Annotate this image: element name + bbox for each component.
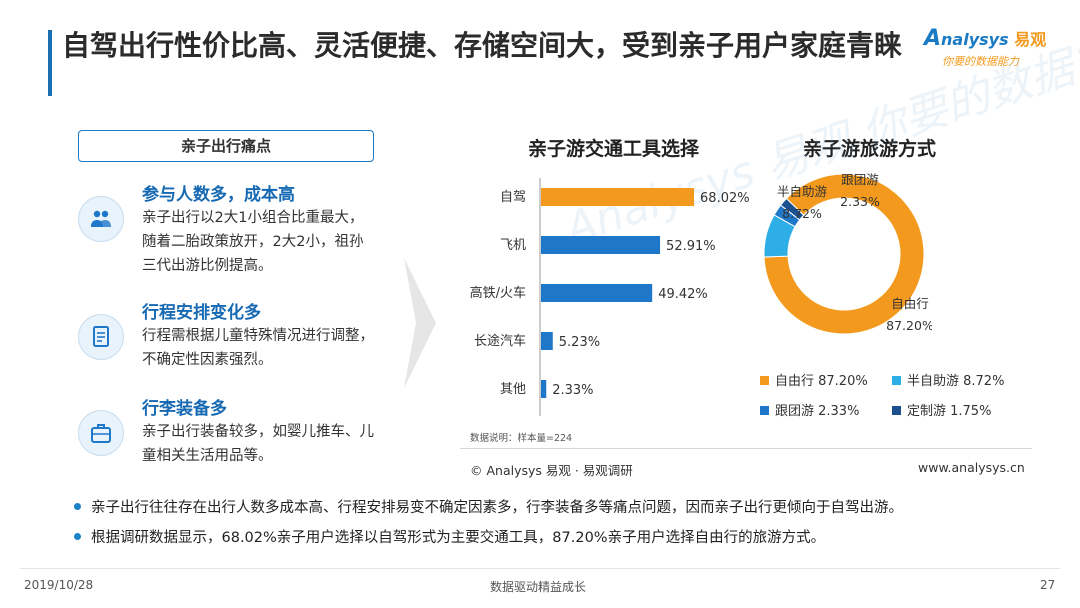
summary-bullet: 亲子出行往往存在出行人数多成本高、行程安排易变不确定因素多，行李装备多等痛点问题…: [74, 498, 903, 518]
document-icon: [78, 314, 124, 360]
pie-chart-title: 亲子游旅游方式: [803, 138, 937, 160]
bar-value-label: 5.23%: [559, 335, 600, 350]
luggage-icon: [78, 410, 124, 456]
bar: [541, 236, 661, 254]
website-link[interactable]: www.analysys.cn: [918, 460, 1025, 475]
donut-slice: [779, 197, 805, 221]
bar-category-label: 其他: [500, 382, 526, 397]
people-icon: [78, 196, 124, 242]
legend-swatch: [760, 406, 769, 415]
legend-item-group-tour: 跟团游 2.33%: [760, 400, 859, 419]
legend-item-free-travel: 自由行 87.20%: [760, 370, 868, 389]
page-title: 自驾出行性价比高、灵活便捷、存储空间大，受到亲子用户家庭青睐: [62, 29, 903, 62]
analysys-logo: Analysys 易观 你要的数据能力: [924, 26, 1047, 68]
bullet-dot: [74, 533, 81, 540]
slice-category-label: 跟团游: [841, 172, 879, 187]
legend-swatch: [760, 376, 769, 385]
bullet-dot: [74, 503, 81, 510]
bar: [541, 332, 553, 350]
pain-point-title: 参与人数多，成本高: [142, 185, 295, 205]
pain-point-item: 参与人数多，成本高 亲子出行以2大1小组合比重最大，随着二胎政策放开，2大2小，…: [78, 180, 378, 280]
donut-slice: [763, 173, 925, 335]
copyright: © Analysys 易观 · 易观调研: [470, 463, 633, 478]
legend-swatch: [892, 406, 901, 415]
pain-point-title: 行程安排变化多: [142, 303, 261, 323]
pain-point-item: 行程安排变化多 行程需根据儿童特殊情况进行调整，不确定性因素强烈。: [78, 298, 378, 368]
slice-category-label: 半自助游: [777, 184, 828, 199]
summary-bullet: 根据调研数据显示，68.02%亲子用户选择以自驾形式为主要交通工具，87.20%…: [74, 528, 825, 548]
pain-point-text: 亲子出行以2大1小组合比重最大，随着二胎政策放开，2大2小，祖孙三代出游比例提高…: [142, 210, 364, 274]
bar-value-label: 52.91%: [666, 239, 716, 254]
slice-category-label: 自由行: [891, 296, 929, 311]
chevron-right-icon: [404, 258, 436, 388]
chart-note: 数据说明：样本量=224: [470, 433, 573, 444]
bar-chart: 自驾 68.02% 飞机 52.91% 高铁/火车 49.42% 长途汽车 5.23% 其他 2.…: [470, 178, 750, 416]
bar-value-label: 68.02%: [700, 191, 750, 206]
footer-slogan: 数据驱动精益成长: [490, 580, 587, 594]
legend-swatch: [892, 376, 901, 385]
legend-item-semi-guided: 半自助游 8.72%: [892, 370, 1004, 389]
slice-value-label: 8.72%: [782, 206, 822, 221]
pain-point-title: 行李装备多: [142, 399, 227, 419]
bar-value-label: 2.33%: [552, 383, 593, 398]
bar-chart-title: 亲子游交通工具选择: [528, 138, 700, 160]
bar-category-label: 长途汽车: [474, 333, 526, 349]
bar-category-label: 自驾: [500, 190, 526, 205]
bar-value-label: 49.42%: [658, 287, 708, 302]
pain-point-text: 行程需根据儿童特殊情况进行调整，不确定性因素强烈。: [142, 328, 374, 368]
bar: [541, 380, 547, 398]
legend-item-custom-tour: 定制游 1.75%: [892, 400, 991, 419]
bar: [541, 284, 653, 302]
footer-divider: [20, 568, 1060, 569]
pain-point-item: 行李装备多 亲子出行装备较多，如婴儿推车、儿童相关生活用品等。: [78, 394, 378, 464]
donut-chart: 半自助游 8.72% 跟团游 2.33% 自由行 87.20%: [763, 172, 932, 335]
slice-value-label: 87.20%: [886, 318, 932, 333]
footer-date: 2019/10/28: [24, 578, 94, 592]
bar: [541, 188, 695, 206]
slice-value-label: 2.33%: [840, 194, 880, 209]
title-accent-bar: [48, 30, 52, 96]
bar-category-label: 高铁/火车: [470, 285, 526, 301]
pain-point-text: 亲子出行装备较多，如婴儿推车、儿童相关生活用品等。: [142, 424, 374, 464]
bar-category-label: 飞机: [500, 238, 526, 253]
pain-points-header: 亲子出行痛点: [78, 130, 374, 162]
divider: [460, 448, 1032, 449]
page-number: 27: [1040, 578, 1056, 592]
